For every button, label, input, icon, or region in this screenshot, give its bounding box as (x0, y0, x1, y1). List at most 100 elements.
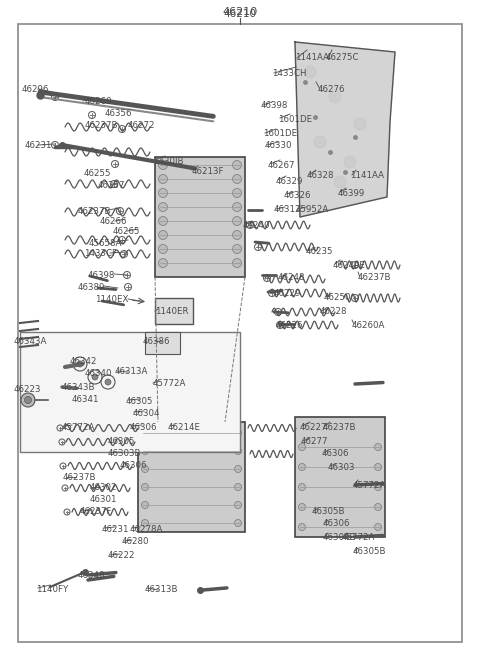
Text: 46296: 46296 (22, 85, 49, 93)
Text: 46213F: 46213F (192, 167, 225, 175)
Text: 46386: 46386 (143, 337, 170, 347)
Text: 46305: 46305 (108, 437, 135, 446)
Text: 46343A: 46343A (14, 337, 48, 347)
Circle shape (334, 176, 346, 188)
Circle shape (354, 118, 366, 130)
Text: 46280: 46280 (122, 538, 149, 546)
Bar (155, 157, 245, 277)
Text: 46328: 46328 (307, 171, 335, 181)
Text: 1433CH: 1433CH (272, 69, 307, 79)
Text: 46306: 46306 (130, 423, 157, 431)
Text: 46240: 46240 (243, 220, 271, 230)
Circle shape (235, 448, 241, 454)
Text: 46399: 46399 (338, 189, 365, 198)
Bar (295, 417, 385, 537)
Circle shape (235, 519, 241, 526)
Text: 46303: 46303 (328, 462, 356, 472)
Text: 1430JB: 1430JB (153, 157, 183, 165)
Text: 46255: 46255 (84, 169, 111, 179)
Circle shape (299, 464, 305, 470)
Circle shape (232, 161, 241, 169)
Circle shape (314, 136, 326, 148)
Circle shape (142, 448, 148, 454)
Text: 46305B: 46305B (312, 507, 346, 517)
Text: 46210: 46210 (222, 7, 258, 17)
Circle shape (299, 444, 305, 450)
Circle shape (235, 466, 241, 472)
Circle shape (142, 466, 148, 472)
Bar (20, 332, 240, 452)
Text: 1601DE: 1601DE (278, 114, 312, 124)
Text: 46348: 46348 (78, 571, 106, 579)
Text: 46356: 46356 (105, 110, 132, 118)
Circle shape (142, 501, 148, 509)
Circle shape (158, 230, 168, 239)
Text: 46304: 46304 (133, 409, 160, 417)
Text: 46313A: 46313A (115, 368, 148, 376)
Text: 1140FY: 1140FY (36, 585, 68, 593)
Text: 46276: 46276 (318, 85, 346, 95)
Circle shape (24, 396, 32, 403)
Text: 46326: 46326 (284, 190, 312, 200)
Text: 46342: 46342 (70, 358, 97, 366)
Text: 46304B: 46304B (323, 532, 357, 542)
Circle shape (92, 374, 98, 380)
Circle shape (142, 429, 148, 437)
Text: 46229: 46229 (274, 288, 301, 298)
Text: 46237B: 46237B (78, 206, 111, 216)
Text: 46329: 46329 (276, 177, 303, 185)
Circle shape (232, 259, 241, 267)
Text: 46260: 46260 (85, 97, 112, 106)
Text: 46278A: 46278A (130, 525, 163, 534)
Text: 46275C: 46275C (326, 54, 360, 62)
Text: 1140ER: 1140ER (155, 308, 189, 317)
Text: 46214E: 46214E (168, 423, 201, 431)
Circle shape (158, 216, 168, 226)
Text: 46398: 46398 (88, 271, 115, 280)
Text: 46235: 46235 (306, 247, 334, 257)
Text: 46250: 46250 (324, 294, 351, 302)
Text: 45952A: 45952A (296, 206, 329, 214)
Circle shape (158, 189, 168, 198)
Text: 46267: 46267 (268, 161, 296, 169)
Text: 46231: 46231 (25, 140, 52, 149)
Text: 1141AA: 1141AA (295, 54, 329, 62)
Circle shape (235, 429, 241, 437)
Circle shape (142, 519, 148, 526)
Circle shape (299, 483, 305, 491)
Text: 1140EX: 1140EX (95, 296, 128, 304)
Text: 46312: 46312 (274, 206, 301, 214)
Text: 46305B: 46305B (353, 548, 386, 556)
Text: 46266: 46266 (100, 218, 128, 226)
Circle shape (235, 501, 241, 509)
Text: 46226: 46226 (276, 321, 303, 329)
Text: 46305: 46305 (126, 396, 154, 405)
Circle shape (158, 161, 168, 169)
Circle shape (232, 245, 241, 253)
Text: 46223: 46223 (14, 386, 41, 394)
Text: 46237B: 46237B (323, 423, 357, 431)
Bar (155, 298, 193, 324)
Circle shape (299, 523, 305, 530)
Text: 46398: 46398 (261, 101, 288, 110)
Text: 46222: 46222 (108, 552, 135, 560)
Circle shape (232, 202, 241, 212)
Text: 1601DE: 1601DE (263, 130, 297, 138)
Circle shape (299, 503, 305, 511)
Circle shape (232, 175, 241, 183)
Text: 46237B: 46237B (63, 474, 96, 482)
Text: 45772A: 45772A (342, 532, 375, 542)
Text: 45772A: 45772A (353, 480, 386, 489)
Text: 46277: 46277 (301, 437, 328, 446)
Circle shape (105, 379, 111, 385)
Circle shape (158, 245, 168, 253)
Text: 46306: 46306 (322, 450, 349, 458)
Circle shape (344, 156, 356, 168)
Circle shape (235, 483, 241, 491)
Text: 46237B: 46237B (85, 122, 119, 130)
Text: 46265: 46265 (113, 228, 141, 237)
Bar (145, 332, 180, 354)
Text: 46248: 46248 (278, 274, 305, 282)
Text: 46249E: 46249E (333, 261, 366, 269)
Circle shape (232, 216, 241, 226)
